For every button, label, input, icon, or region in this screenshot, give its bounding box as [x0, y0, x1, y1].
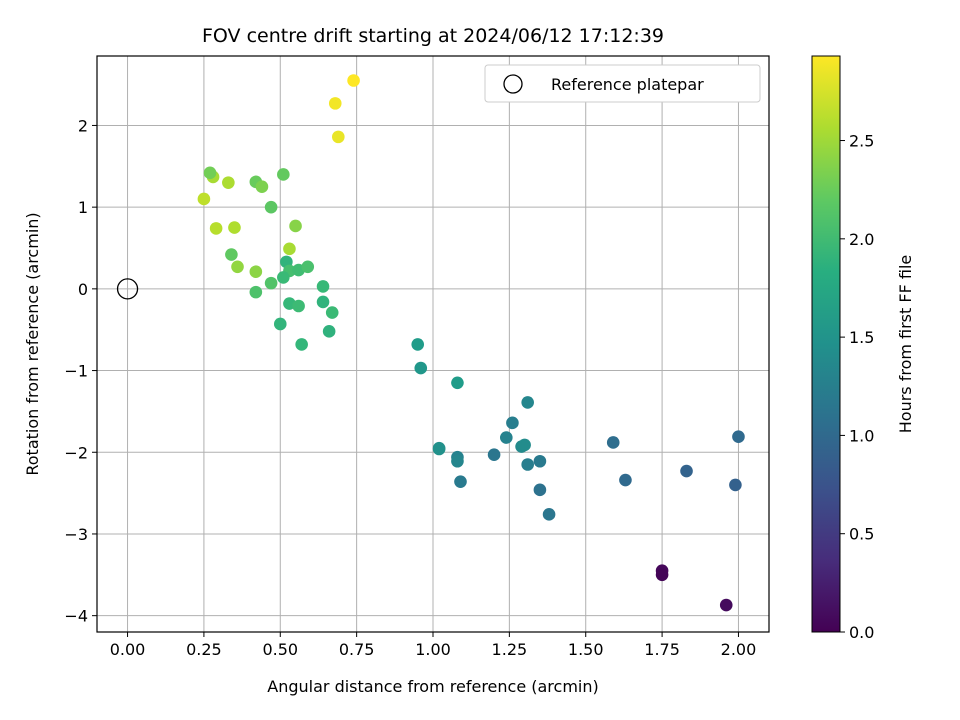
colorbar: 0.0 0.5 1.0 1.5 2.0 2.5 Hours from first FF f…	[811, 55, 915, 642]
data-point	[222, 176, 235, 189]
data-point	[729, 478, 742, 492]
data-point	[289, 219, 302, 233]
x-axis-label: Angular distance from reference (arcmin)	[267, 677, 598, 696]
chart-title: FOV centre drift starting at 2024/06/12 …	[202, 25, 664, 47]
data-point	[322, 325, 336, 338]
data-point	[332, 130, 345, 144]
colorbar-tick-label: 1.0	[849, 426, 874, 445]
x-tick-label: 1.00	[415, 640, 451, 659]
y-tick-label: −2	[64, 443, 88, 462]
data-point	[719, 598, 733, 612]
x-tick-label: 1.25	[492, 640, 528, 659]
colorbar-gradient	[811, 55, 841, 633]
reference-marker	[116, 278, 139, 300]
y-axis-ticks: −4 −3 −2 −1 0 1 2	[64, 116, 97, 626]
y-tick-label: 2	[78, 116, 88, 135]
data-point	[228, 221, 241, 234]
colorbar-tick-label: 2.5	[849, 132, 874, 151]
data-point	[487, 448, 501, 462]
data-point	[732, 430, 745, 444]
data-point	[231, 260, 244, 274]
colorbar-tick-label: 0.0	[849, 623, 874, 642]
x-tick-label: 1.75	[644, 640, 680, 659]
data-point	[264, 200, 278, 214]
data-point	[209, 222, 223, 235]
data-point	[301, 260, 315, 274]
data-point	[249, 265, 263, 278]
data-point	[255, 180, 269, 194]
legend: Reference platepar	[484, 64, 761, 103]
x-axis-ticks: 0.00 0.25 0.50 0.75 1.00 1.25 1.50 1.75 2.00	[110, 632, 757, 659]
data-point	[295, 338, 308, 351]
x-tick-label: 2.00	[721, 640, 757, 659]
y-axis-label: Rotation from reference (arcmin)	[23, 212, 42, 475]
data-point	[451, 376, 464, 390]
y-tick-label: 0	[78, 280, 88, 299]
data-point	[225, 248, 238, 261]
legend-box	[484, 64, 761, 103]
legend-reference-marker-icon	[503, 74, 523, 94]
reference-point	[116, 278, 139, 300]
y-tick-label: −1	[64, 362, 88, 381]
data-point	[655, 568, 669, 582]
data-point	[542, 508, 556, 521]
data-point	[203, 166, 217, 180]
data-point	[325, 306, 339, 319]
data-point	[533, 483, 547, 497]
data-point	[411, 338, 425, 351]
data-point	[414, 361, 428, 375]
data-point	[521, 458, 534, 471]
data-point	[521, 396, 534, 409]
data-point	[606, 436, 620, 449]
x-tick-label: 0.50	[262, 640, 298, 659]
data-point	[432, 442, 446, 456]
y-tick-label: −4	[64, 607, 88, 626]
data-point	[506, 416, 519, 430]
colorbar-tick-label: 1.5	[849, 328, 874, 347]
y-tick-label: −3	[64, 525, 88, 544]
grid	[97, 56, 769, 632]
colorbar-label: Hours from first FF file	[896, 255, 915, 434]
legend-entry-reference-platepar: Reference platepar	[551, 75, 704, 94]
data-point	[277, 168, 290, 181]
data-point	[273, 317, 287, 331]
data-point	[292, 299, 305, 313]
data-point	[451, 454, 464, 468]
data-point	[680, 464, 693, 478]
data-point	[264, 276, 278, 290]
data-point	[277, 271, 290, 284]
x-tick-label: 1.50	[568, 640, 604, 659]
y-tick-label: 1	[78, 198, 88, 217]
colorbar-ticks: 0.0 0.5 1.0 1.5 2.0 2.5	[840, 132, 874, 642]
x-tick-label: 0.75	[339, 640, 375, 659]
data-point	[328, 97, 342, 110]
data-point	[533, 454, 547, 468]
data-point	[249, 285, 263, 299]
data-point	[347, 74, 360, 87]
data-point	[619, 473, 632, 487]
data-point	[316, 295, 330, 309]
data-point	[518, 438, 531, 452]
x-tick-label: 0.00	[110, 640, 146, 659]
colorbar-tick-label: 2.0	[849, 230, 874, 249]
x-tick-label: 0.25	[186, 640, 222, 659]
data-point	[283, 242, 296, 256]
data-point	[454, 475, 467, 488]
data-point	[197, 192, 211, 206]
data-points	[197, 74, 745, 612]
data-point	[500, 431, 513, 444]
colorbar-tick-label: 0.5	[849, 525, 874, 544]
data-point	[316, 280, 330, 293]
